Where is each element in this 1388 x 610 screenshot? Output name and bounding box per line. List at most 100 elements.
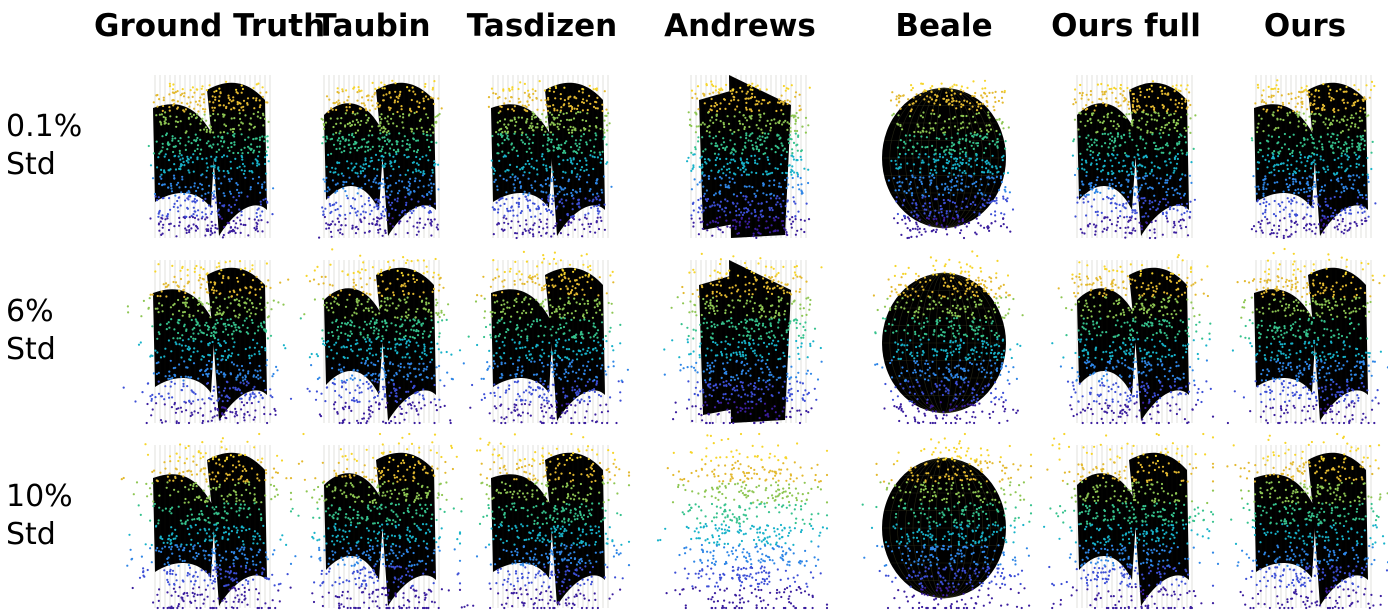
data-point <box>1092 157 1094 159</box>
data-point <box>940 208 942 210</box>
data-point <box>422 133 424 135</box>
data-point <box>588 95 590 97</box>
data-point <box>205 120 207 122</box>
data-point <box>331 236 333 238</box>
data-point <box>1271 229 1273 231</box>
data-point <box>1166 182 1168 184</box>
data-point <box>724 149 726 151</box>
data-point <box>749 116 751 118</box>
data-point <box>235 232 237 234</box>
data-point <box>384 165 386 167</box>
data-point <box>1276 118 1278 120</box>
data-point <box>195 230 197 232</box>
data-point <box>1083 169 1085 171</box>
data-point <box>352 197 354 199</box>
data-point <box>931 98 933 100</box>
data-point <box>971 145 973 147</box>
data-point <box>1160 177 1162 179</box>
data-point <box>769 129 771 131</box>
data-point <box>1178 102 1180 104</box>
data-point <box>183 164 185 166</box>
data-point <box>1345 107 1347 109</box>
data-point <box>431 169 433 171</box>
data-point <box>1115 185 1117 187</box>
data-point <box>981 198 983 200</box>
data-point <box>594 232 596 234</box>
data-point <box>394 91 396 93</box>
data-point <box>164 218 166 220</box>
data-point <box>369 130 371 132</box>
data-point <box>495 131 497 133</box>
data-point <box>560 106 562 108</box>
data-point <box>737 129 739 131</box>
data-point <box>1155 220 1157 222</box>
data-point <box>1145 142 1147 144</box>
data-point <box>170 183 172 185</box>
data-point <box>204 198 206 200</box>
data-point <box>1368 181 1370 183</box>
data-point <box>375 198 377 200</box>
data-point <box>933 102 935 104</box>
data-point <box>217 135 219 137</box>
data-point <box>1124 99 1126 101</box>
data-point <box>230 167 232 169</box>
data-point <box>1127 226 1129 228</box>
data-point <box>1174 224 1176 226</box>
data-point <box>522 168 524 170</box>
data-point <box>1077 128 1079 130</box>
data-point <box>1264 209 1266 211</box>
data-point <box>391 202 393 204</box>
data-point <box>1171 187 1173 189</box>
data-point <box>907 227 909 229</box>
data-point <box>739 123 741 125</box>
data-point <box>197 187 199 189</box>
data-point <box>378 86 380 88</box>
data-point <box>382 210 384 212</box>
data-point <box>1151 85 1153 87</box>
data-point <box>936 186 938 188</box>
data-point <box>741 162 743 164</box>
data-point <box>349 151 351 153</box>
data-point <box>377 125 379 127</box>
data-point <box>198 100 200 102</box>
data-point <box>578 206 580 208</box>
data-point <box>1343 120 1345 122</box>
data-point <box>1104 93 1106 95</box>
data-point <box>1276 236 1278 238</box>
data-point <box>779 203 781 205</box>
data-point <box>354 208 356 210</box>
data-point <box>558 144 560 146</box>
data-point <box>1291 221 1293 223</box>
data-point <box>895 163 897 165</box>
data-point <box>768 185 770 187</box>
data-point <box>733 193 735 195</box>
data-point <box>1280 163 1282 165</box>
data-point <box>416 100 418 102</box>
data-point <box>525 223 527 225</box>
data-point <box>1273 150 1275 152</box>
data-point <box>946 212 948 214</box>
data-point <box>1102 102 1104 104</box>
data-point <box>357 192 359 194</box>
data-point <box>1137 154 1139 156</box>
data-point <box>525 110 527 112</box>
data-point <box>778 122 780 124</box>
data-point <box>262 199 264 201</box>
data-point <box>742 195 744 197</box>
data-point <box>791 154 793 156</box>
data-point <box>1174 127 1176 129</box>
data-point <box>528 104 530 106</box>
data-point <box>335 184 337 186</box>
data-point <box>1185 141 1187 143</box>
data-point <box>530 166 532 168</box>
data-point <box>1115 230 1117 232</box>
data-point <box>376 203 378 205</box>
row-label-noise: 6% <box>6 293 56 331</box>
data-point <box>355 142 357 144</box>
data-point <box>427 218 429 220</box>
data-point <box>929 122 931 124</box>
data-point <box>797 211 799 213</box>
data-point <box>1289 122 1291 124</box>
data-point <box>381 148 383 150</box>
data-point <box>563 104 565 106</box>
